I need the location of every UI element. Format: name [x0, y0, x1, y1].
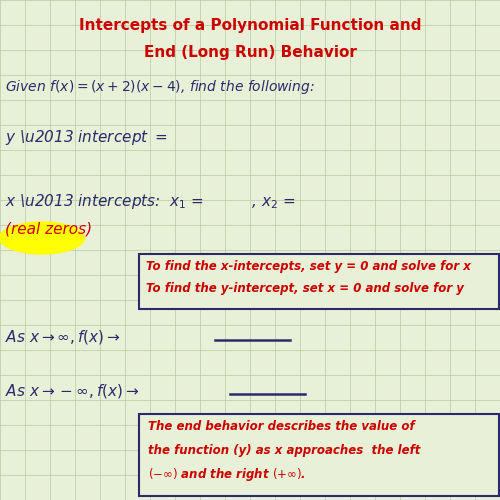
- Text: Given $f(x) = (x + 2)(x - 4)$, find the following:: Given $f(x) = (x + 2)(x - 4)$, find the …: [5, 78, 315, 96]
- Text: As $x \to -\infty, f(x) \to$: As $x \to -\infty, f(x) \to$: [5, 382, 140, 400]
- FancyBboxPatch shape: [139, 254, 499, 309]
- Text: $(-\infty)$ and the right $(+\infty)$.: $(-\infty)$ and the right $(+\infty)$.: [148, 466, 306, 483]
- Text: To find the x-intercepts, set y = 0 and solve for x: To find the x-intercepts, set y = 0 and …: [146, 260, 471, 273]
- Text: the function (y) as x approaches  the left: the function (y) as x approaches the lef…: [148, 444, 420, 457]
- Text: As $x \to \infty, f(x) \to$: As $x \to \infty, f(x) \to$: [5, 328, 120, 346]
- Ellipse shape: [0, 222, 84, 254]
- Text: To find the y-intercept, set x = 0 and solve for y: To find the y-intercept, set x = 0 and s…: [146, 282, 464, 295]
- Text: $x$ \u2013 intercepts:  $x_1$ =          , $x_2$ =: $x$ \u2013 intercepts: $x_1$ = , $x_2$ =: [5, 192, 296, 211]
- Text: (real zeros): (real zeros): [5, 222, 92, 237]
- Text: End (Long Run) Behavior: End (Long Run) Behavior: [144, 45, 356, 60]
- Text: The end behavior describes the value of: The end behavior describes the value of: [148, 420, 414, 433]
- FancyBboxPatch shape: [139, 414, 499, 496]
- Text: $y$ \u2013 intercept $=$: $y$ \u2013 intercept $=$: [5, 128, 168, 147]
- Text: Intercepts of a Polynomial Function and: Intercepts of a Polynomial Function and: [79, 18, 421, 33]
